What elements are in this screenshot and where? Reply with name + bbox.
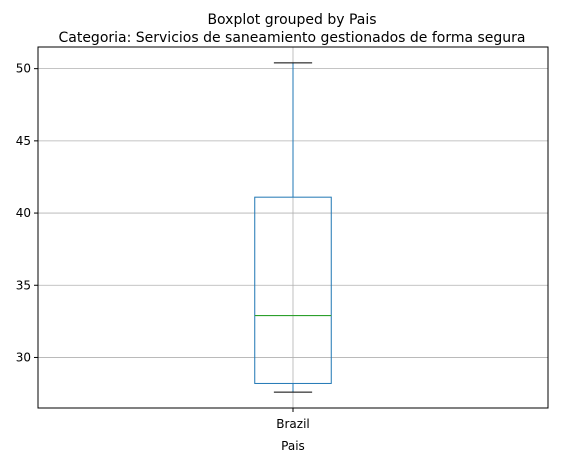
x-axis-label: Pais [281, 439, 305, 453]
y-tick-label: 35 [16, 278, 31, 292]
chart-suptitle: Boxplot grouped by Pais [207, 12, 376, 28]
chart-title: Categoria: Servicios de saneamiento gest… [58, 30, 525, 46]
x-tick-label: Brazil [276, 417, 310, 431]
box-layer [254, 62, 332, 393]
box-iqr [254, 196, 332, 384]
y-tick-label: 30 [16, 350, 31, 364]
tick-layer: 30 35 40 45 50 Brazil [16, 62, 310, 431]
y-tick-label: 45 [16, 134, 31, 148]
y-tick-label: 40 [16, 206, 31, 220]
y-tick-label: 50 [16, 62, 31, 76]
plot-frame [37, 46, 549, 409]
